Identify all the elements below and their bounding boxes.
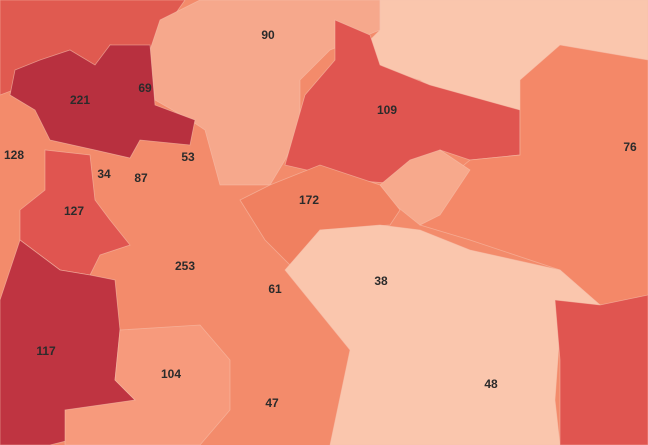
region-label: 127: [64, 204, 84, 218]
region-label: 53: [181, 150, 195, 164]
region: [419, 44, 648, 306]
region-label: 87: [134, 171, 148, 185]
region-label: 34: [97, 167, 111, 181]
region-label: 69: [138, 81, 152, 95]
region-label: 109: [377, 103, 397, 117]
region-label: 47: [265, 396, 279, 410]
region-label: 221: [70, 93, 90, 107]
region: [64, 324, 231, 445]
region: [284, 19, 521, 186]
region: [9, 44, 196, 159]
region-label: 61: [268, 282, 282, 296]
region-label: 117: [36, 344, 56, 358]
region-label: 253: [175, 259, 195, 273]
region-label: 38: [374, 274, 388, 288]
region-label: 128: [4, 148, 24, 162]
region-label: 172: [299, 193, 319, 207]
region-label: 48: [484, 377, 498, 391]
region-label: 76: [623, 140, 637, 154]
region-label: 90: [261, 28, 275, 42]
region-label: 104: [161, 367, 181, 381]
region: [554, 294, 648, 445]
